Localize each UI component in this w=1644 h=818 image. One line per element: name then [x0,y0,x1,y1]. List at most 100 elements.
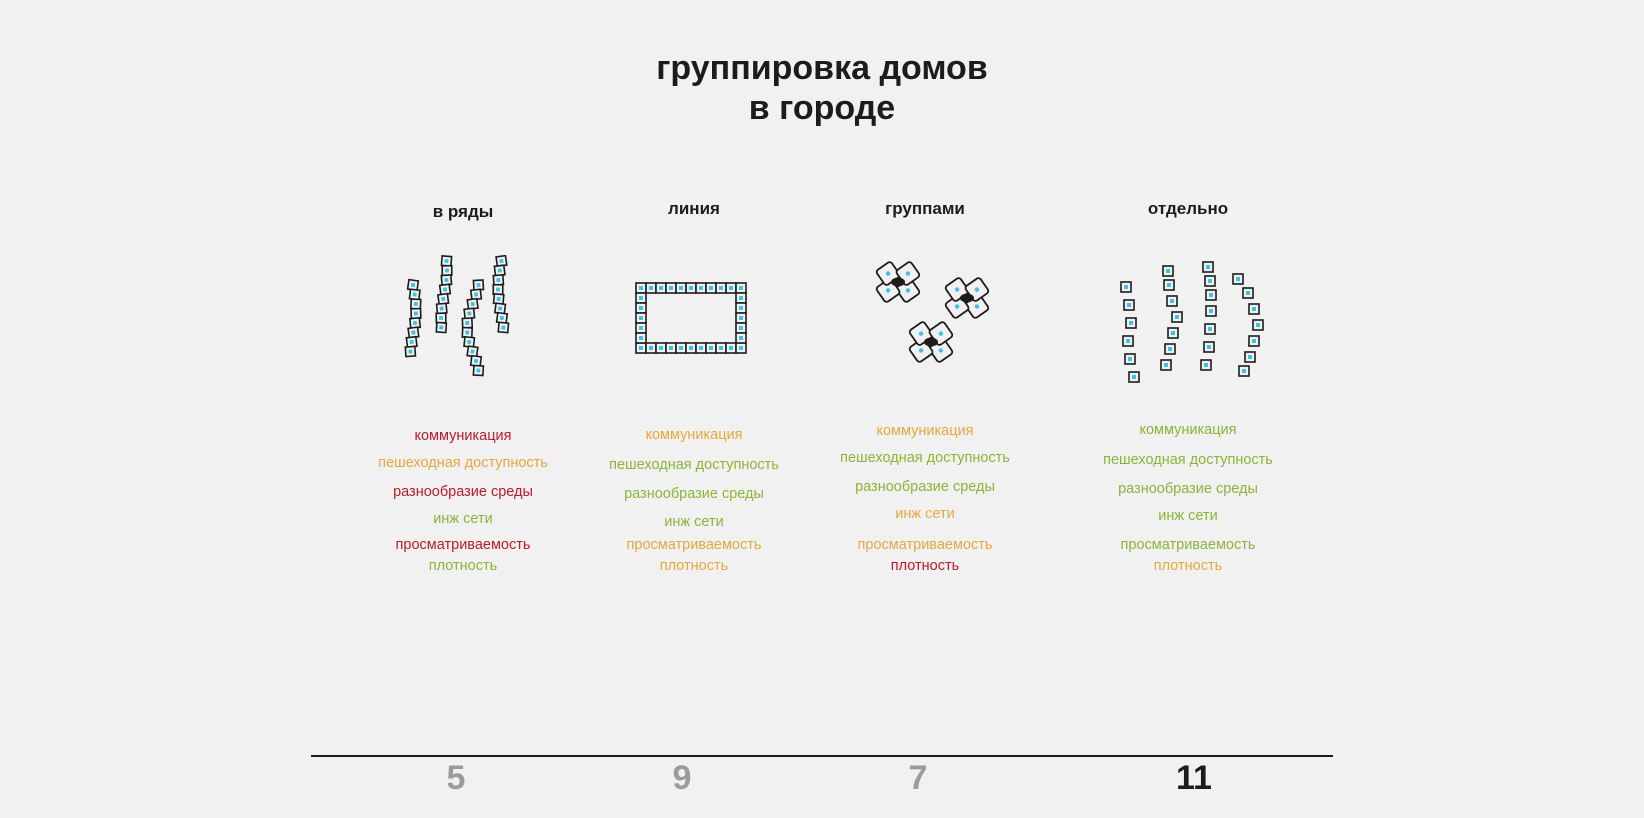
house-module [705,342,717,354]
criterion-walkability: пешеходная доступность [378,455,548,471]
house-module [1204,275,1216,287]
house-module [461,326,474,339]
house-module [645,342,657,354]
house-module [1167,327,1179,339]
house-module [1164,343,1176,355]
house-module [408,288,421,301]
house-module [1238,365,1250,377]
criterion-density: плотность [1153,558,1223,574]
house-module [492,274,505,286]
house-module [407,326,420,339]
house-module [497,321,510,334]
house-module [1232,273,1244,285]
house-module [408,316,422,330]
criterion-communication: коммуникация [645,427,743,443]
house-module [695,282,707,294]
score-separate: 11 [1176,759,1212,797]
house-module [466,345,479,358]
house-module [725,342,737,354]
house-module [1200,359,1212,371]
house-module [436,292,450,306]
perimeter-line-icon [574,255,814,395]
house-module [1160,359,1172,371]
house-module [635,342,647,354]
house-module [1128,371,1140,383]
criterion-diversity: разнообразие среды [1118,481,1258,497]
page-title-line-2: в городе [748,89,896,127]
house-module [695,342,707,354]
house-module [1252,319,1264,331]
page-title-line-1: группировка домов [656,49,988,87]
score-rows: 5 [446,759,466,797]
option-heading: в ряды [432,202,494,221]
option-heading: линия [668,199,720,218]
criterion-walkability: пешеходная доступность [1103,452,1273,468]
house-module [665,342,677,354]
house-module [735,342,747,354]
house-module [705,282,717,294]
house-module [685,342,697,354]
house-module [1242,287,1254,299]
criterion-density: плотность [659,558,729,574]
house-module [1123,299,1135,311]
house-module [472,279,485,291]
wavy-rows-icon [343,255,583,395]
house-cluster [908,321,954,363]
house-module [440,274,453,286]
criterion-communication: коммуникация [876,423,974,439]
criterion-density: плотность [890,558,960,574]
house-cluster [875,261,921,303]
criterion-walkability: пешеходная доступность [840,450,1010,466]
criterion-utilities: инж сети [664,514,724,530]
house-module [441,264,453,277]
house-module [495,311,509,325]
criterion-diversity: разнообразие среды [624,486,764,502]
house-module [735,332,747,344]
house-module [675,282,687,294]
house-module [635,332,647,344]
house-module [635,292,647,304]
criterion-communication: коммуникация [414,428,512,444]
house-module [735,302,747,314]
house-module [645,282,657,294]
house-module [469,354,483,368]
house-module [1171,311,1183,323]
score-axis-line [311,755,1333,757]
house-module [665,282,677,294]
house-module [492,292,505,306]
house-module [1205,305,1217,317]
house-module [1203,341,1215,353]
criterion-utilities: инж сети [433,511,493,527]
criterion-visibility: просматриваемость [395,537,531,553]
option-heading: отдельно [1147,199,1229,218]
house-module [735,312,747,324]
house-module [655,342,667,354]
option-line: линия коммуникация пешеходная доступност… [574,0,814,818]
house-module [409,298,422,310]
option-rows: в ряды коммуникация пешеходная доступнос… [343,0,583,818]
house-module [472,364,485,377]
house-module [1162,265,1174,277]
house-module [1124,353,1136,365]
house-module [735,282,747,294]
criterion-communication: коммуникация [1139,422,1237,438]
house-module [1204,323,1216,335]
score-line: 9 [672,759,692,797]
house-module [715,282,727,294]
page-title: группировка домов в городе [0,48,1644,128]
option-groups: группами коммуникация пешеходная доступн… [805,0,1045,818]
house-module [404,345,417,358]
criterion-diversity: разнообразие среды [855,479,995,495]
house-module [1205,289,1217,301]
house-module [493,264,506,277]
separate-houses-icon [1068,255,1308,395]
house-module [655,282,667,294]
house-module [635,302,647,314]
criterion-visibility: просматриваемость [626,537,762,553]
criterion-diversity: разнообразие среды [393,484,533,500]
house-module [1244,351,1256,363]
criterion-visibility: просматриваемость [857,537,993,553]
house-module [435,302,448,315]
criterion-visibility: просматриваемость [1120,537,1256,553]
house-module [735,292,747,304]
